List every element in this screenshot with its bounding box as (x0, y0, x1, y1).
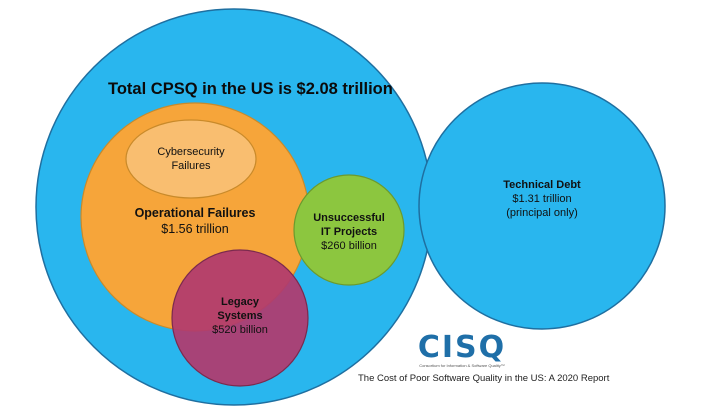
operational-failures-label: Operational Failures $1.56 trillion (120, 206, 270, 237)
unsuccessful-it-value: $260 billion (321, 239, 377, 252)
cybersecurity-failures-label: Cybersecurity Failures (146, 146, 236, 174)
unsuccessful-it-projects-label: Unsuccessful IT Projects $260 billion (304, 212, 394, 253)
legacy-line2: Systems (217, 309, 263, 322)
technical-debt-note: (principal only) (506, 206, 578, 219)
legacy-systems-circle (171, 249, 309, 387)
technical-debt-circle (418, 82, 666, 330)
cybersecurity-failures-ellipse (125, 119, 257, 199)
legacy-value: $520 billion (212, 323, 268, 336)
diagram-title: Total CPSQ in the US is $2.08 trillion (108, 80, 393, 98)
operational-failures-value: $1.56 trillion (161, 221, 229, 236)
operational-failures-name: Operational Failures (134, 206, 256, 220)
technical-debt-label: Technical Debt $1.31 trillion (principal… (487, 179, 597, 220)
legacy-line1: Legacy (221, 296, 259, 308)
unsuccessful-it-projects-circle (293, 174, 405, 286)
technical-debt-value: $1.31 trillion (512, 192, 572, 205)
cybersecurity-label-line1: Cybersecurity (157, 146, 225, 158)
technical-debt-name: Technical Debt (503, 179, 581, 191)
legacy-systems-label: Legacy Systems $520 billion (195, 296, 285, 337)
unsuccessful-it-line1: Unsuccessful (313, 212, 385, 224)
cybersecurity-label-line2: Failures (171, 159, 211, 172)
cisq-logo-tagline: Consortium for Information & Software Qu… (419, 363, 505, 368)
source-caption: The Cost of Poor Software Quality in the… (358, 373, 610, 384)
cisq-logo: CISQ Consortium for Information & Softwa… (412, 330, 512, 369)
cisq-logo-text: CISQ (417, 330, 507, 365)
unsuccessful-it-line2: IT Projects (320, 225, 378, 238)
